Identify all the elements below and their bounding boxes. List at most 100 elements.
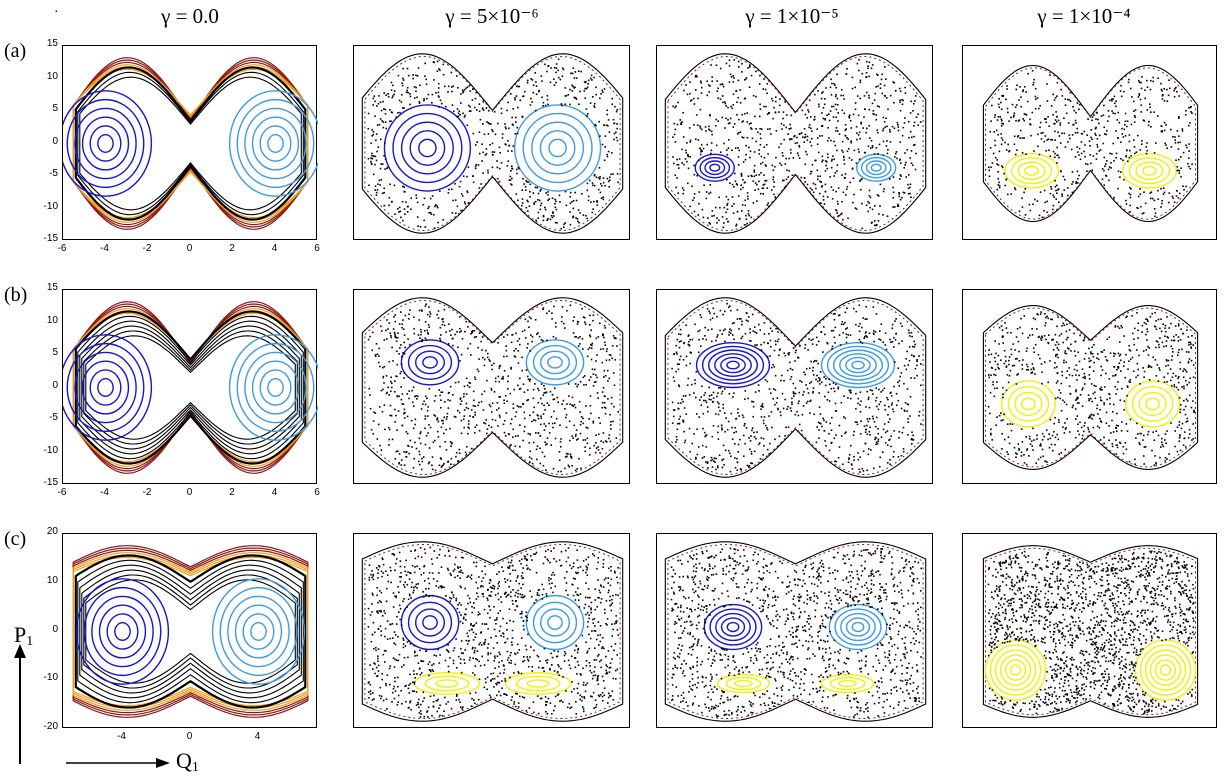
chaos-point — [1020, 317, 1022, 320]
chaos-point — [873, 99, 876, 101]
chaos-point — [1071, 191, 1074, 194]
chaos-point — [407, 445, 410, 447]
chaos-point — [1175, 159, 1177, 161]
chaos-point — [396, 450, 399, 452]
chaos-point — [521, 330, 524, 333]
chaos-point — [591, 368, 594, 370]
chaos-point — [1119, 442, 1122, 445]
chaos-point — [695, 114, 698, 116]
chaos-point — [472, 175, 474, 178]
chaos-point — [541, 402, 543, 405]
chaos-point — [539, 434, 542, 437]
chaos-point — [436, 70, 439, 72]
chaos-point — [591, 79, 593, 81]
chaos-point — [803, 371, 805, 374]
chaos-point — [816, 137, 819, 139]
island-orbit — [1017, 161, 1046, 181]
chaos-point — [488, 109, 490, 112]
chaos-point — [546, 443, 548, 445]
chaos-point — [990, 433, 992, 436]
chaos-point — [569, 211, 571, 213]
chaos-point — [917, 113, 919, 115]
chaos-point — [1104, 165, 1106, 168]
chaos-point — [846, 137, 848, 139]
chaos-point — [700, 128, 703, 131]
chaos-point — [562, 68, 565, 71]
chaos-point — [551, 394, 554, 396]
chaos-point — [564, 222, 567, 224]
chaos-point — [678, 167, 680, 169]
chaos-point — [1007, 453, 1009, 455]
chaos-point — [877, 440, 880, 442]
chaos-point — [827, 391, 830, 394]
chaos-point — [1142, 119, 1145, 121]
chaos-point — [528, 707, 531, 709]
chaos-point — [753, 450, 756, 453]
chaos-point — [467, 420, 470, 422]
chaos-point — [831, 348, 833, 350]
chaos-point — [527, 181, 530, 183]
chaos-point — [905, 358, 908, 360]
chaos-point — [775, 401, 778, 404]
chaos-point — [723, 206, 726, 209]
chaos-point — [853, 455, 855, 458]
chaos-point — [555, 71, 557, 74]
chaos-point — [1182, 151, 1185, 154]
chaos-point — [515, 411, 518, 413]
chaos-point — [727, 198, 730, 201]
chaos-point — [1188, 341, 1190, 344]
chaos-point — [437, 317, 440, 319]
chaos-point — [1046, 461, 1048, 463]
chaos-point — [579, 411, 581, 413]
chaos-point — [460, 353, 463, 356]
chaos-point — [557, 401, 559, 403]
chaos-point — [398, 99, 401, 102]
chaos-point — [747, 212, 750, 215]
chaos-point — [678, 340, 681, 343]
chaos-point — [1087, 118, 1089, 120]
chaos-point — [752, 94, 755, 97]
chaos-point — [1128, 344, 1130, 347]
chaos-point — [603, 324, 606, 327]
chaos-point — [401, 82, 403, 84]
chaos-point — [1077, 151, 1079, 153]
chaos-point — [389, 120, 391, 123]
chaos-point — [677, 402, 680, 404]
chaos-point — [898, 342, 900, 345]
chaos-point — [551, 312, 553, 314]
chaos-point — [1128, 360, 1130, 362]
chaos-point — [763, 157, 766, 159]
island-orbit — [865, 160, 887, 176]
chaos-point — [379, 184, 381, 186]
chaos-point — [864, 442, 867, 445]
chaos-point — [875, 387, 878, 389]
chaos-point — [725, 105, 727, 107]
chaos-point — [730, 75, 733, 78]
chaos-point — [1008, 363, 1010, 366]
chaos-point — [722, 226, 724, 229]
chaos-point — [877, 74, 879, 76]
chaos-point — [613, 405, 615, 408]
chaos-point — [496, 166, 499, 169]
chaos-point — [830, 186, 833, 188]
chaos-point — [844, 134, 847, 137]
chaos-point — [1133, 115, 1136, 117]
chaos-point — [564, 652, 567, 655]
chaos-point — [830, 94, 833, 96]
chaos-point — [818, 392, 820, 394]
chaos-point — [543, 455, 546, 458]
chaos-point — [1161, 437, 1163, 440]
chaos-point — [1008, 356, 1011, 358]
chaos-point — [1083, 424, 1085, 427]
chaos-point — [843, 159, 845, 161]
left-island-orbit — [89, 125, 122, 162]
chaos-point — [797, 154, 800, 157]
chaos-point — [993, 357, 996, 359]
chaos-point — [1165, 345, 1168, 347]
chaos-point — [407, 598, 410, 601]
chaos-point — [816, 336, 818, 339]
chaos-point — [376, 189, 379, 191]
chaos-point — [741, 204, 744, 206]
chaos-point — [593, 76, 595, 79]
chaos-point — [1070, 343, 1072, 346]
